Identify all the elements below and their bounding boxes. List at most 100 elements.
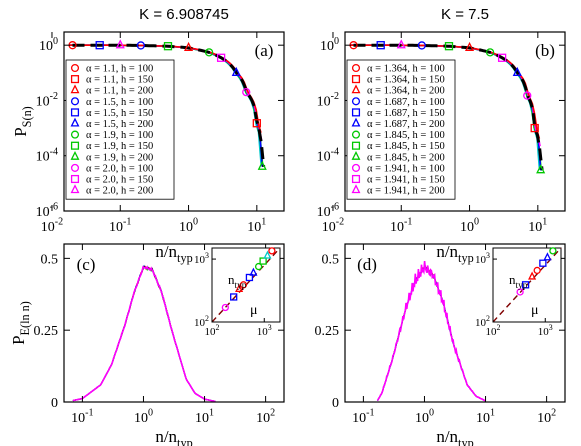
panel-a-y-tick-label: 100 (39, 36, 58, 54)
panel-a-legend-marker (70, 97, 80, 106)
panel-b-x-tick-label: 10-2 (322, 217, 344, 235)
panel-b-y-tick-label: 10-2 (317, 91, 339, 109)
panel-b-y-tick-label: 10-4 (317, 146, 339, 164)
panel-a-x-tick-label: 10-1 (109, 217, 131, 235)
panel-d-inset-y-tick-label: 102 (475, 314, 490, 329)
panel-c-inset-y-tick-label: 103 (194, 251, 209, 266)
panel-c-x-tick-label: 10-1 (71, 408, 93, 426)
panel-b-y-tick-label: 10-6 (317, 202, 339, 220)
panel-d-inset-point (528, 271, 537, 280)
panel-a-data-point (257, 160, 267, 170)
panel-b-x-tick-label: 101 (528, 217, 547, 235)
panel-a-label: (a) (255, 41, 274, 60)
panel-b-legend-entry: α = 1.941, h = 100 (367, 163, 445, 174)
panel-c-inset-y-tick-label: 102 (194, 314, 209, 329)
panel-d-series-line-1 (376, 264, 486, 402)
panel-a-legend-entry: α = 2.0, h = 100 (86, 163, 153, 174)
panel-b-legend-marker (351, 84, 361, 94)
panel-d-inset-point (516, 288, 524, 296)
panel-b-legend-marker (351, 184, 361, 194)
panel-a-legend-entry: α = 1.1, h = 200 (86, 86, 153, 97)
panel-a-legend-entry: α = 1.9, h = 100 (86, 130, 153, 141)
panel-a-legend-entry: α = 1.9, h = 150 (86, 141, 153, 152)
panel-a-data-point (231, 66, 241, 76)
panel-c-inset-point (249, 267, 258, 276)
panel-c-y-tick-label: 0.25 (34, 324, 59, 339)
panel-b-y-tick-label: 100 (320, 36, 339, 54)
panel-c-inset-y-label: ntyp (228, 272, 247, 291)
panel-c-series-line-2 (72, 264, 216, 402)
panel-b-x-tick-label: 100 (460, 217, 479, 235)
panel-b-legend-marker (351, 130, 361, 139)
panel-a-legend-marker (70, 84, 80, 94)
panel-c-frame (63, 243, 285, 403)
panel-d-y-tick-label: 0 (332, 396, 339, 411)
panel-c-inset-point (245, 273, 254, 282)
panel-a-legend-marker (70, 184, 80, 194)
panel-a-legend-entry: α = 1.5, h = 150 (86, 108, 153, 119)
panel-d-inset-y-tick-label: 103 (475, 251, 490, 266)
panel-a-x-tick-label: 100 (179, 217, 198, 235)
panel-b-data-point (464, 41, 475, 52)
panel-b-legend-marker (351, 150, 361, 160)
panel-a-data-point (242, 87, 251, 97)
panel-b-frame (344, 31, 566, 212)
panel-c-inset-point (230, 293, 238, 301)
panel-d-inset-y-label: ntyp (509, 272, 528, 291)
panel-c-y-tick-label: 0 (51, 396, 58, 411)
panel-b-legend-marker (351, 97, 361, 106)
panel-a-legend-marker (70, 150, 80, 160)
panel-b-data-point (536, 164, 546, 174)
panel-c-label: (c) (77, 255, 96, 274)
panel-d-inset-point (549, 247, 557, 255)
panel-b-legend-entry: α = 1.941, h = 150 (367, 175, 445, 186)
panel-c-x-axis-label: n/ntyp (155, 427, 192, 446)
panel-d-inset-point (533, 266, 541, 275)
panel-d-y-tick-label: 0.5 (322, 252, 340, 267)
panel-d-x-tick-label: 102 (537, 408, 556, 426)
panel-b-data-point (396, 39, 406, 49)
panel-a-legend-entry: α = 2.0, h = 150 (86, 175, 153, 186)
panel-d-inset-x-tick-label: 102 (486, 323, 501, 338)
panel-b-fit-line (353, 43, 544, 171)
panel-a-legend-marker (70, 75, 80, 84)
panel-b-label: (b) (535, 41, 555, 60)
panel-b-data-point (523, 91, 532, 100)
panel-b-title: K = 7.5 (441, 6, 489, 23)
panel-b-legend-entry: α = 1.364, h = 200 (367, 86, 445, 97)
panel-d-x-tick-label: 100 (415, 408, 434, 426)
panel-a-legend-marker (70, 174, 80, 184)
panel-b-legend-entry: α = 1.364, h = 100 (367, 64, 445, 75)
panel-b-legend-entry: α = 1.941, h = 200 (367, 186, 445, 197)
panel-b-legend-entry: α = 1.845, h = 200 (367, 152, 445, 163)
panel-c-inset-point (263, 250, 272, 259)
panel-b-data-point (512, 66, 522, 76)
panel-c-inset-x-tick-label: 102 (205, 323, 220, 338)
panel-c-inset-point (259, 257, 267, 265)
panel-a-fit-line (72, 43, 266, 167)
panel-a-legend-entry: α = 1.5, h = 200 (86, 119, 153, 130)
panel-d-x-tick-label: 101 (476, 408, 495, 426)
panel-b-legend-entry: α = 1.845, h = 150 (367, 141, 445, 152)
panel-c-x-tick-label: 100 (134, 408, 153, 426)
panel-c-x-tick-label: 101 (195, 408, 214, 426)
panel-a-legend-box (65, 59, 175, 200)
panel-a-title: K = 6.908745 (139, 6, 229, 23)
panel-b-x-tick-label: 10-1 (390, 217, 412, 235)
panel-b-data-point (530, 123, 539, 133)
panel-b-data-point (497, 53, 507, 62)
panel-c-inset-x-tick-label: 103 (257, 323, 272, 338)
panel-a-data-point (204, 48, 214, 57)
panel-c-series-line-0 (72, 264, 216, 402)
panel-a-data-point (95, 41, 104, 50)
panel-a-legend-marker (70, 117, 80, 127)
panel-a-legend-marker (70, 141, 80, 150)
panel-b-x-axis-label: n/ntyp (436, 242, 473, 265)
panel-b-data-point (376, 41, 385, 50)
panel-a-legend-entry: α = 1.1, h = 100 (86, 64, 153, 75)
panel-a-x-tick-label: 10-2 (41, 217, 63, 235)
panel-b-legend-marker (351, 141, 361, 150)
panel-d-inset-point (521, 281, 530, 289)
panel-b-legend-marker (351, 163, 361, 172)
panel-b-legend-marker (351, 63, 361, 73)
